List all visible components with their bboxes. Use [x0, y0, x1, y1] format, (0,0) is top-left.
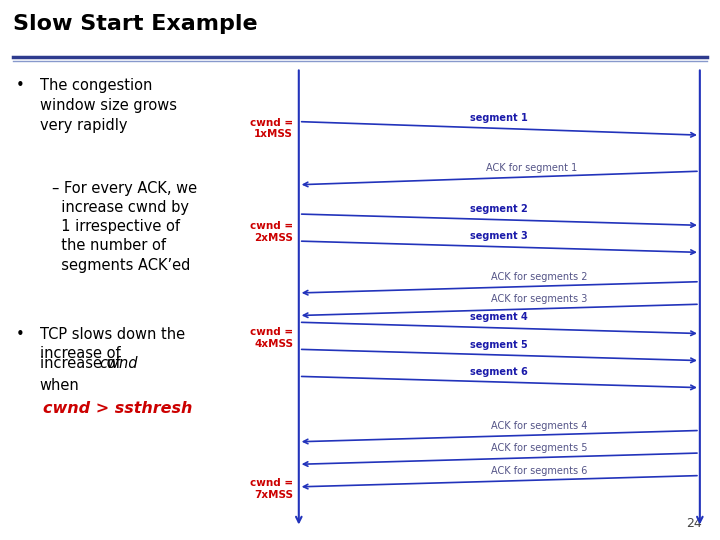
Text: when: when — [40, 378, 79, 393]
Text: segment 5: segment 5 — [470, 340, 528, 349]
Text: – For every ACK, we
  increase cwnd by
  1 irrespective of
  the number of
  seg: – For every ACK, we increase cwnd by 1 i… — [52, 181, 197, 273]
Text: •: • — [16, 78, 24, 93]
Text: segment 3: segment 3 — [470, 231, 528, 241]
Text: ACK for segments 3: ACK for segments 3 — [491, 294, 588, 305]
Text: ACK for segments 5: ACK for segments 5 — [491, 443, 588, 453]
Text: ACK for segments 2: ACK for segments 2 — [491, 272, 588, 282]
Text: increase of: increase of — [40, 356, 125, 372]
Text: cwnd =
7xMSS: cwnd = 7xMSS — [250, 478, 293, 500]
Text: segment 2: segment 2 — [470, 204, 528, 214]
Text: Slow Start Example: Slow Start Example — [13, 14, 258, 33]
Text: cwnd =
1xMSS: cwnd = 1xMSS — [250, 118, 293, 139]
Text: cwnd =
4xMSS: cwnd = 4xMSS — [250, 327, 293, 349]
Text: segment 4: segment 4 — [470, 313, 528, 322]
Text: ACK for segment 1: ACK for segment 1 — [486, 163, 577, 173]
Text: 24: 24 — [686, 517, 702, 530]
Text: cwnd =
2xMSS: cwnd = 2xMSS — [250, 221, 293, 243]
Text: segment 6: segment 6 — [470, 367, 528, 376]
Text: TCP slows down the
increase of: TCP slows down the increase of — [40, 327, 185, 361]
Text: cwnd: cwnd — [99, 356, 138, 372]
Text: segment 1: segment 1 — [470, 113, 528, 123]
Text: The congestion
window size grows
very rapidly: The congestion window size grows very ra… — [40, 78, 176, 133]
Text: ACK for segments 4: ACK for segments 4 — [491, 421, 588, 431]
Text: cwnd > ssthresh: cwnd > ssthresh — [43, 401, 192, 416]
Text: ACK for segments 6: ACK for segments 6 — [491, 466, 588, 476]
Text: •: • — [16, 327, 24, 342]
